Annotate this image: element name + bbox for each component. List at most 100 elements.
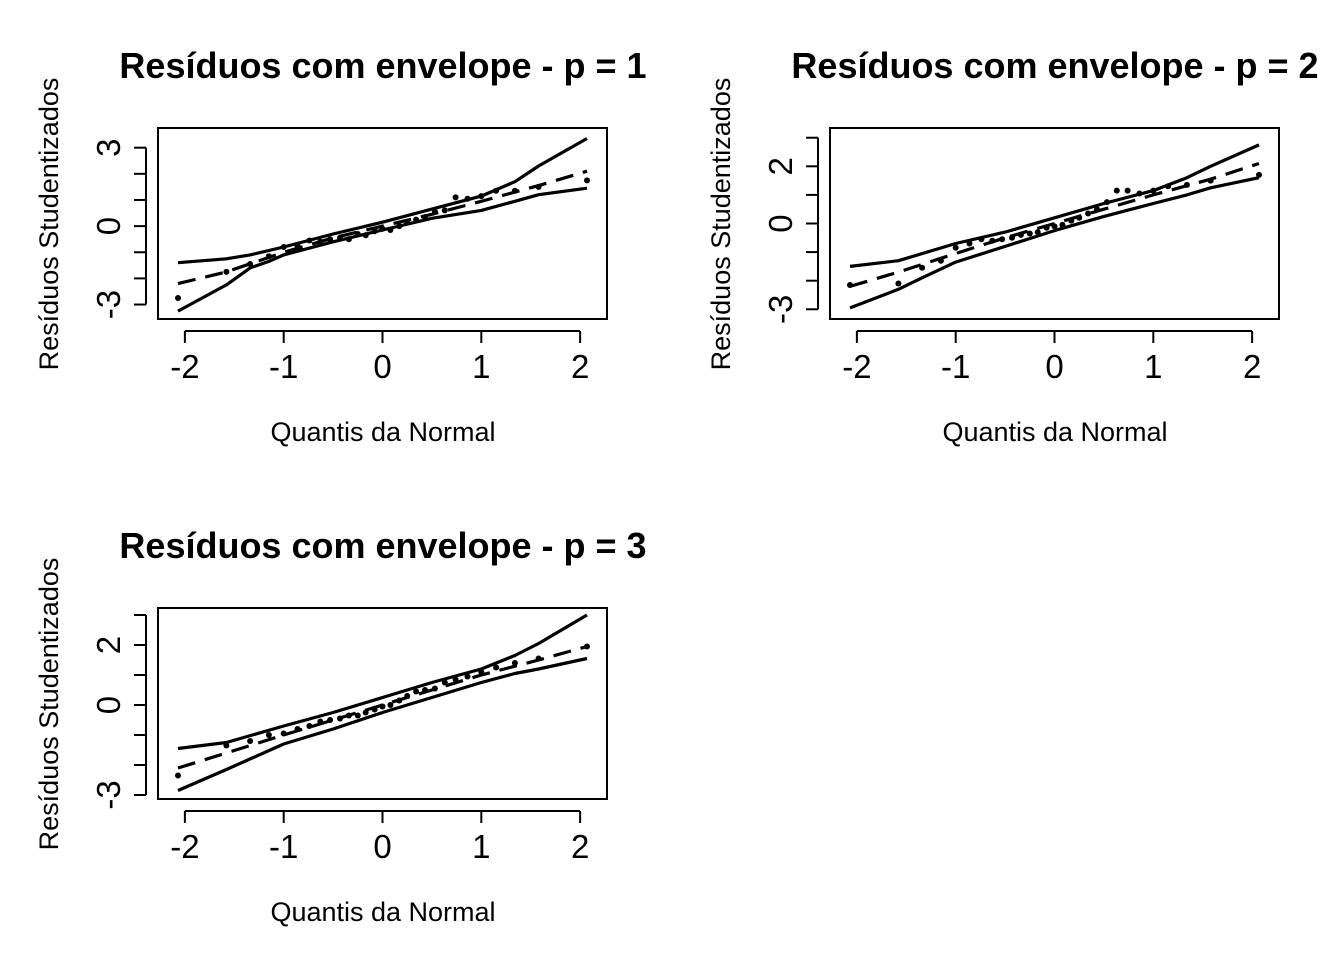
residual-point	[379, 703, 386, 710]
residual-point	[937, 257, 944, 264]
x-tick-label: 0	[373, 348, 391, 385]
residual-point	[1085, 210, 1092, 217]
x-tick-label: 1	[1144, 348, 1162, 385]
residual-point	[1043, 224, 1050, 231]
y-tick-label: 3	[90, 139, 127, 157]
residual-point	[317, 718, 324, 725]
envelope-lower-line	[849, 176, 1260, 310]
panel-p3: Resíduos com envelope - p = 3 Quantis da…	[34, 525, 647, 927]
residual-point	[1165, 183, 1172, 190]
x-tick-label: 2	[571, 828, 589, 865]
residual-point	[413, 216, 420, 223]
residual-point	[511, 660, 518, 666]
residual-point	[371, 228, 378, 235]
residual-point	[422, 687, 428, 693]
residual-point	[952, 244, 959, 251]
residual-point	[265, 732, 272, 738]
residual-point	[354, 231, 361, 237]
x-tick-label: 1	[472, 348, 490, 385]
residual-point	[306, 723, 313, 729]
residual-point	[895, 280, 902, 287]
residual-point	[422, 214, 428, 220]
residual-point	[413, 688, 420, 695]
x-axis-label: Quantis da Normal	[942, 417, 1167, 447]
residual-point	[584, 643, 590, 650]
residual-point	[223, 268, 230, 275]
y-axis-label: Resíduos Studentizados	[34, 558, 64, 851]
x-tick-label: -2	[170, 348, 199, 385]
envelope-upper-line	[177, 137, 588, 265]
y-tick-label: 0	[762, 214, 799, 232]
plot-marks	[175, 613, 590, 792]
residual-point	[265, 253, 272, 260]
residual-point	[387, 702, 394, 708]
residual-point	[317, 238, 324, 245]
residual-point	[362, 709, 369, 716]
y-tick-label: 0	[90, 696, 127, 714]
residual-point	[452, 194, 459, 201]
residual-point	[306, 237, 313, 244]
residual-point	[294, 242, 301, 249]
residual-point	[1124, 187, 1131, 194]
x-tick-label: 2	[1243, 348, 1261, 385]
plot-frame	[157, 127, 608, 320]
residual-point	[1051, 223, 1058, 230]
residual-point	[478, 669, 485, 675]
panel-title: Resíduos com envelope - p = 2	[791, 45, 1318, 86]
residual-point	[175, 295, 181, 301]
x-tick-label: -1	[941, 348, 970, 385]
residual-point	[345, 712, 352, 719]
residual-point	[478, 193, 485, 200]
x-tick-label: -2	[842, 348, 871, 385]
residual-point	[396, 223, 403, 230]
residual-point	[175, 772, 181, 779]
y-axis-label: Resíduos Studentizados	[706, 78, 736, 371]
residual-point	[345, 236, 352, 243]
x-tick-label: 2	[571, 348, 589, 385]
plot-marks	[175, 137, 590, 313]
envelope-upper-line	[177, 613, 588, 751]
residual-point	[280, 730, 287, 737]
residual-point	[396, 697, 403, 704]
x-axis-label: Quantis da Normal	[270, 417, 495, 447]
y-axis-label: Resíduos Studentizados	[34, 78, 64, 371]
residual-point	[404, 219, 411, 226]
x-axis-label: Quantis da Normal	[270, 897, 495, 927]
envelope-upper-line	[849, 143, 1260, 268]
panel-title: Resíduos com envelope - p = 3	[119, 525, 646, 566]
x-tick-label: -1	[269, 348, 298, 385]
residual-point	[1076, 214, 1083, 221]
residual-point	[989, 237, 996, 244]
y-tick-label: 2	[90, 636, 127, 654]
residual-point	[1034, 229, 1041, 236]
residual-point	[362, 232, 369, 239]
residual-point	[1113, 187, 1120, 194]
residual-point	[337, 715, 343, 722]
residual-point	[379, 225, 386, 232]
x-tick-label: -2	[170, 828, 199, 865]
residual-point	[1059, 221, 1066, 228]
residual-point	[966, 240, 973, 247]
plot-frame	[829, 127, 1280, 320]
x-tick-label: 1	[472, 828, 490, 865]
residual-point	[1136, 190, 1143, 197]
residual-point	[337, 234, 343, 241]
residual-point	[1094, 206, 1100, 213]
plot-frame	[157, 607, 608, 800]
residual-point	[431, 208, 438, 215]
residual-point	[493, 187, 500, 194]
residual-point	[847, 282, 853, 288]
y-tick-label: 2	[762, 157, 799, 175]
plot-marks	[847, 143, 1262, 310]
x-tick-label: 0	[1045, 348, 1063, 385]
residual-point	[247, 738, 254, 744]
y-tick-label: 0	[90, 217, 127, 235]
envelope-lower-line	[177, 656, 588, 792]
residual-point	[1068, 217, 1075, 224]
residual-point	[1256, 171, 1262, 178]
residual-point	[978, 236, 985, 243]
residual-point	[1017, 231, 1024, 238]
residual-point	[919, 264, 926, 271]
y-tick-label: -3	[762, 295, 799, 324]
